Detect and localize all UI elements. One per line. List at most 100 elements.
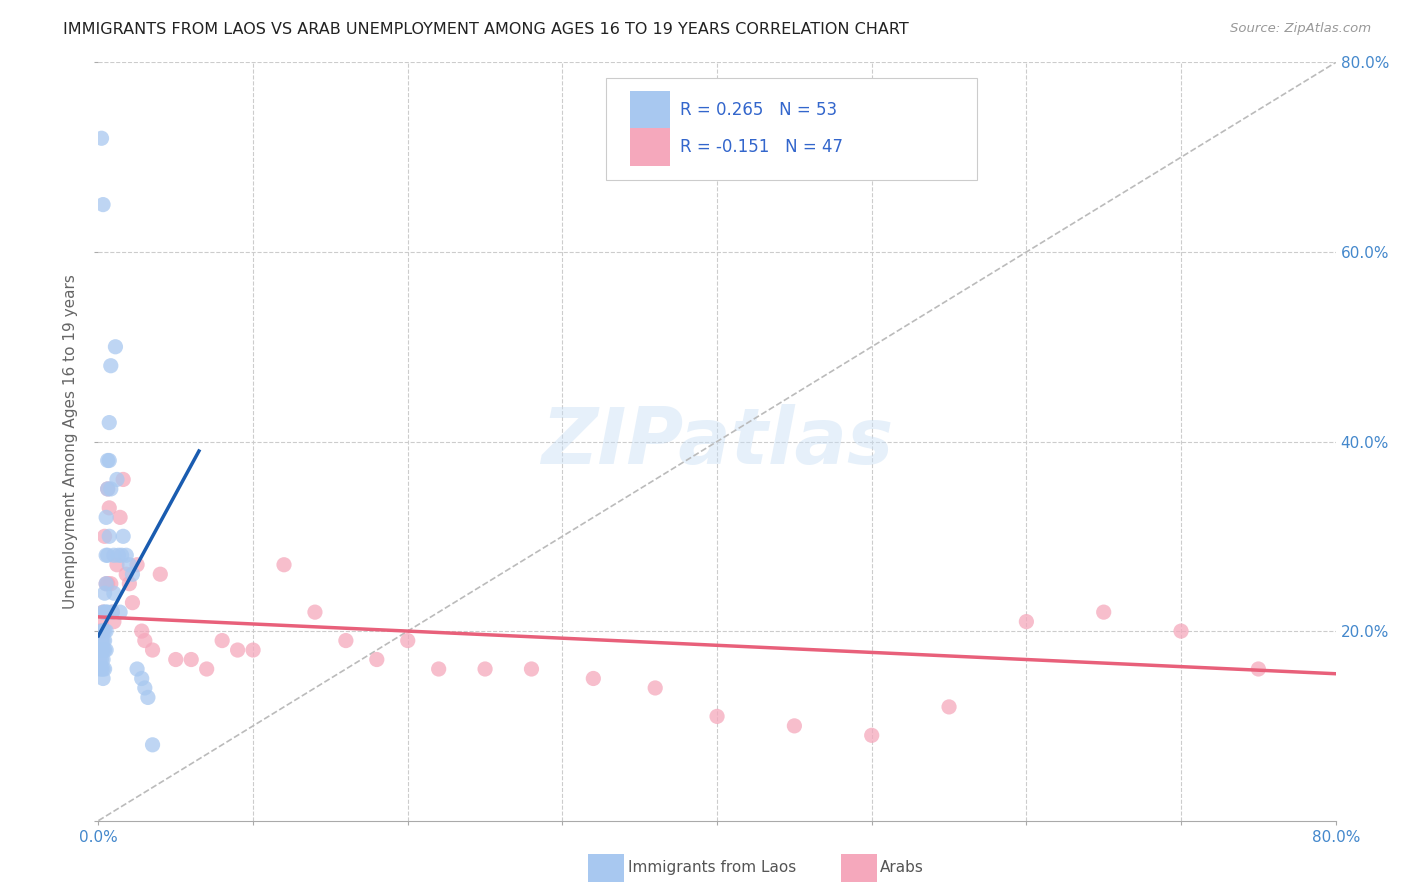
Point xyxy=(96,643,118,657)
Point xyxy=(520,662,543,676)
Point xyxy=(105,558,128,572)
Point xyxy=(90,624,112,639)
Point xyxy=(1247,662,1270,676)
Point xyxy=(165,652,187,666)
Point xyxy=(90,633,112,648)
Point xyxy=(103,586,125,600)
Point xyxy=(91,633,114,648)
Point xyxy=(582,672,605,686)
Point xyxy=(335,633,357,648)
Point xyxy=(90,652,112,666)
Text: IMMIGRANTS FROM LAOS VS ARAB UNEMPLOYMENT AMONG AGES 16 TO 19 YEARS CORRELATION : IMMIGRANTS FROM LAOS VS ARAB UNEMPLOYMEN… xyxy=(63,22,910,37)
Point xyxy=(93,529,115,543)
Point xyxy=(89,652,111,666)
Point xyxy=(111,548,132,563)
Point xyxy=(93,633,115,648)
Point xyxy=(93,605,115,619)
Text: R = 0.265   N = 53: R = 0.265 N = 53 xyxy=(681,101,837,120)
Point xyxy=(131,624,153,639)
Text: Immigrants from Laos: Immigrants from Laos xyxy=(628,861,797,875)
Point xyxy=(101,605,124,619)
Point xyxy=(97,482,120,496)
Point xyxy=(97,548,120,563)
Point xyxy=(644,681,666,695)
Point xyxy=(89,643,111,657)
Point xyxy=(103,548,125,563)
FancyBboxPatch shape xyxy=(606,78,977,180)
Point xyxy=(107,548,129,563)
Point xyxy=(90,662,112,676)
Point xyxy=(427,662,450,676)
Point xyxy=(91,624,114,639)
Point xyxy=(98,453,121,467)
Point xyxy=(1015,615,1038,629)
Text: Arabs: Arabs xyxy=(880,861,924,875)
Point xyxy=(91,605,114,619)
Point xyxy=(89,624,111,639)
Point xyxy=(97,453,120,467)
Point xyxy=(91,662,114,676)
Y-axis label: Unemployment Among Ages 16 to 19 years: Unemployment Among Ages 16 to 19 years xyxy=(63,274,79,609)
Point xyxy=(108,510,131,524)
Point xyxy=(121,567,143,582)
Point xyxy=(91,652,114,666)
Point xyxy=(112,529,135,543)
Point xyxy=(97,576,120,591)
Point xyxy=(96,510,118,524)
Point xyxy=(104,340,127,354)
Point xyxy=(91,197,114,211)
Point xyxy=(98,416,121,430)
Point xyxy=(90,615,112,629)
Point xyxy=(783,719,806,733)
Point xyxy=(141,643,165,657)
Point xyxy=(96,605,118,619)
Point xyxy=(1170,624,1192,639)
Point xyxy=(121,596,143,610)
Point xyxy=(127,662,149,676)
Point xyxy=(366,652,388,666)
Point xyxy=(115,548,138,563)
Point xyxy=(396,633,419,648)
Point xyxy=(97,482,120,496)
Point xyxy=(93,643,115,657)
Point xyxy=(127,558,149,572)
Point xyxy=(118,576,141,591)
Point xyxy=(90,131,112,145)
Point xyxy=(100,576,122,591)
Point xyxy=(226,643,249,657)
Point xyxy=(1092,605,1115,619)
Point xyxy=(93,624,115,639)
Point xyxy=(180,652,202,666)
Point xyxy=(91,605,114,619)
Point xyxy=(134,681,156,695)
Point xyxy=(100,482,122,496)
Point xyxy=(100,359,122,373)
Point xyxy=(96,576,118,591)
Point xyxy=(195,662,218,676)
FancyBboxPatch shape xyxy=(630,91,671,130)
FancyBboxPatch shape xyxy=(630,128,671,166)
Point xyxy=(474,662,496,676)
Point xyxy=(91,643,114,657)
Point xyxy=(304,605,326,619)
Point xyxy=(98,529,121,543)
Point xyxy=(108,605,131,619)
Point xyxy=(115,567,138,582)
Point xyxy=(112,473,135,487)
Point xyxy=(938,699,960,714)
Point xyxy=(89,662,111,676)
Point xyxy=(149,567,172,582)
Point xyxy=(90,643,112,657)
Point xyxy=(860,728,883,742)
Point xyxy=(105,473,128,487)
Point xyxy=(91,624,114,639)
Point xyxy=(211,633,233,648)
Text: R = -0.151   N = 47: R = -0.151 N = 47 xyxy=(681,137,844,155)
Point xyxy=(96,576,118,591)
Point xyxy=(101,605,124,619)
Point xyxy=(93,586,115,600)
Point xyxy=(96,624,118,639)
Point xyxy=(103,615,125,629)
Point xyxy=(98,500,121,515)
Point xyxy=(242,643,264,657)
